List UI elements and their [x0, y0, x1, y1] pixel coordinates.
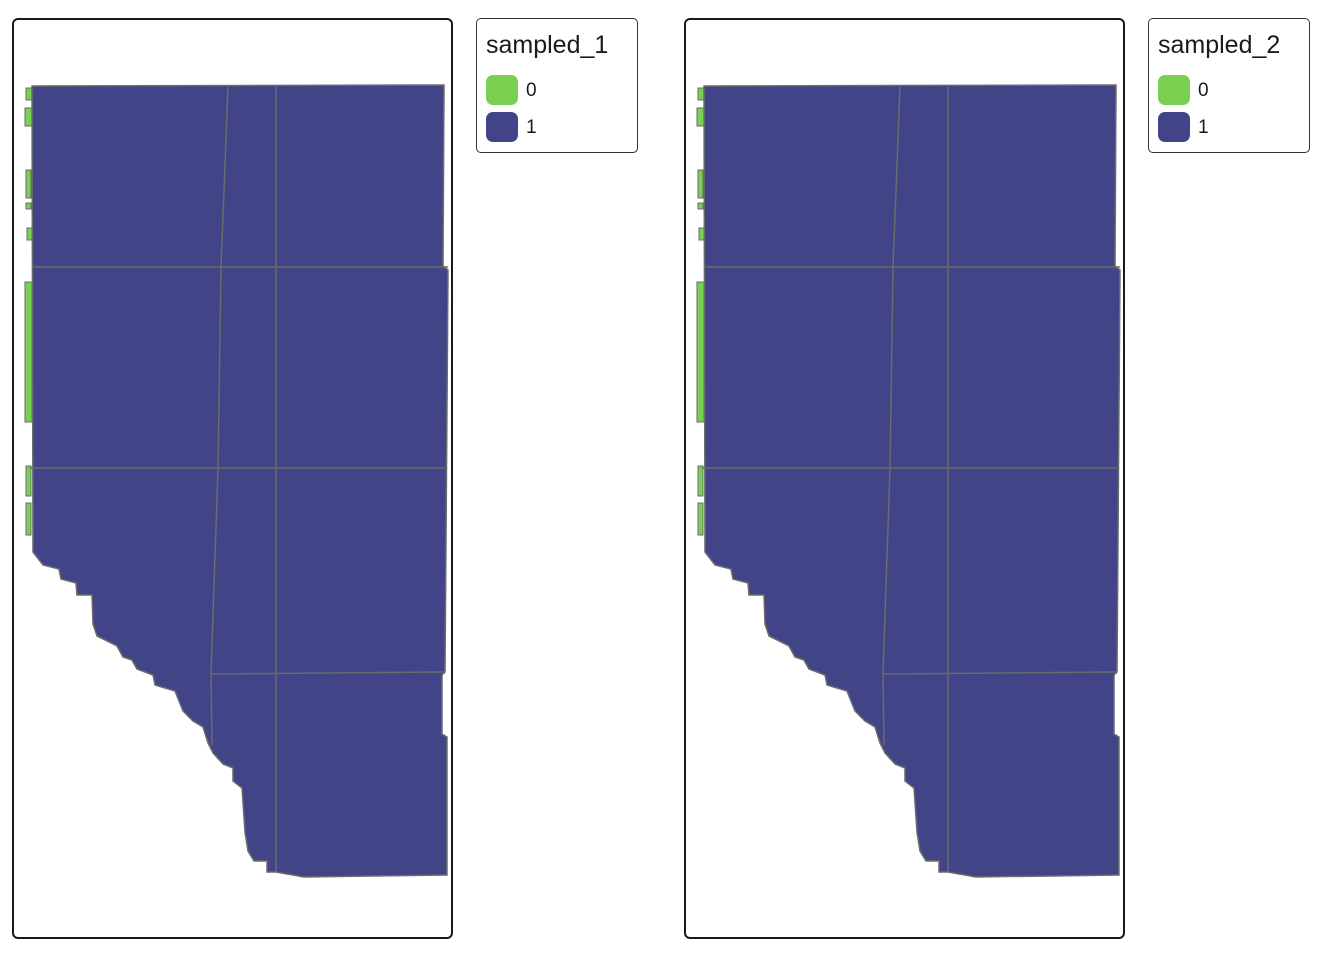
map-region-sampled-1[interactable] — [31, 84, 449, 878]
map-region-sampled-0[interactable] — [24, 281, 33, 423]
map-region-sampled-0[interactable] — [25, 202, 32, 210]
legend-item-1: 1 — [1158, 112, 1209, 142]
legend-label-0: 0 — [526, 79, 537, 101]
map-region-sampled-0[interactable] — [26, 227, 33, 241]
map-region-sampled-0[interactable] — [697, 502, 704, 536]
legend-title: sampled_2 — [1158, 31, 1281, 59]
map-region-sampled-0[interactable] — [697, 465, 704, 497]
map-grid-lines — [30, 86, 448, 872]
map-region-sampled-0[interactable] — [697, 202, 704, 210]
map-canvas — [24, 84, 449, 878]
legend-sampled-1: sampled_1 0 1 — [476, 18, 638, 153]
legend-swatch-0 — [486, 75, 518, 105]
legend-swatch-1 — [486, 112, 518, 142]
map-green-strips — [696, 87, 705, 536]
legend-item-0: 0 — [486, 75, 537, 105]
legend-item-0: 0 — [1158, 75, 1209, 105]
map-region-sampled-0[interactable] — [25, 502, 32, 536]
legend-item-1: 1 — [486, 112, 537, 142]
map-tile-boundary — [210, 86, 229, 746]
map-region-sampled-0[interactable] — [696, 107, 705, 127]
map-region-sampled-1[interactable] — [703, 84, 1121, 878]
map-panel-sampled-1 — [12, 18, 453, 939]
map-region-sampled-0[interactable] — [697, 87, 705, 101]
map-region-sampled-0[interactable] — [24, 107, 33, 127]
map-region-sampled-0[interactable] — [25, 87, 33, 101]
map-region-sampled-0[interactable] — [25, 169, 32, 199]
map-panel-sampled-2 — [684, 18, 1125, 939]
map-canvas — [696, 84, 1121, 878]
legend-title: sampled_1 — [486, 31, 609, 59]
legend-swatch-0 — [1158, 75, 1190, 105]
map-tile-boundary — [210, 671, 446, 675]
map-region-sampled-0[interactable] — [697, 169, 704, 199]
map-region-main[interactable] — [31, 84, 449, 878]
map-grid-lines — [702, 86, 1120, 872]
map-region-sampled-0[interactable] — [25, 465, 32, 497]
map-region-sampled-0[interactable] — [698, 227, 705, 241]
map-region-sampled-0[interactable] — [696, 281, 705, 423]
legend-label-1: 1 — [526, 116, 537, 138]
legend-label-0: 0 — [1198, 79, 1209, 101]
map-tile-boundary — [882, 671, 1118, 675]
legend-label-1: 1 — [1198, 116, 1209, 138]
legend-swatch-1 — [1158, 112, 1190, 142]
map-tile-boundary — [882, 86, 901, 746]
map-region-main[interactable] — [703, 84, 1121, 878]
legend-sampled-2: sampled_2 0 1 — [1148, 18, 1310, 153]
map-green-strips — [24, 87, 33, 536]
